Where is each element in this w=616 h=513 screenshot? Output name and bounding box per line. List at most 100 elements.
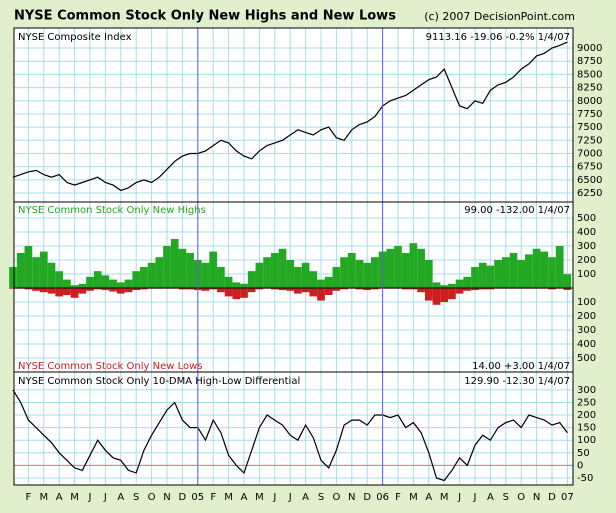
bar bbox=[147, 262, 156, 288]
y-tick-label: 9000 bbox=[577, 43, 602, 54]
bar bbox=[47, 288, 56, 294]
bar bbox=[417, 248, 425, 288]
bar bbox=[255, 288, 264, 290]
bar bbox=[294, 288, 302, 294]
copyright: (c) 2007 DecisionPoint.com bbox=[424, 10, 575, 23]
bar bbox=[109, 279, 117, 288]
bar bbox=[63, 288, 71, 295]
bar bbox=[440, 285, 449, 288]
panel-label: NYSE Composite Index bbox=[18, 32, 132, 43]
bar bbox=[563, 288, 572, 290]
y-tick-label: 100 bbox=[577, 297, 596, 308]
x-tick-label: A bbox=[241, 492, 248, 503]
bar bbox=[501, 257, 510, 288]
x-tick-label: O bbox=[332, 492, 340, 503]
x-tick-label: J bbox=[88, 492, 92, 503]
bar bbox=[93, 271, 102, 288]
x-tick-label: J bbox=[272, 492, 276, 503]
x-tick-label: N bbox=[348, 492, 355, 503]
bar bbox=[224, 276, 233, 288]
y-tick-label: -50 bbox=[577, 473, 593, 484]
bar bbox=[440, 288, 449, 302]
y-tick-label: 400 bbox=[577, 227, 596, 238]
bar bbox=[424, 259, 433, 288]
bar bbox=[424, 288, 433, 301]
bar bbox=[409, 288, 418, 290]
y-tick-label: 8500 bbox=[577, 69, 602, 80]
bar bbox=[324, 288, 333, 295]
x-tick-label: S bbox=[133, 492, 139, 503]
bar bbox=[109, 288, 117, 292]
y-tick-label: 500 bbox=[577, 213, 596, 224]
y-tick-label: 7500 bbox=[577, 122, 602, 133]
bar bbox=[563, 274, 572, 288]
bar bbox=[494, 259, 502, 288]
x-tick-label: J bbox=[473, 492, 477, 503]
bar bbox=[309, 288, 318, 297]
bar bbox=[116, 282, 125, 288]
bar bbox=[478, 262, 487, 288]
bar bbox=[55, 288, 64, 297]
bar bbox=[532, 248, 541, 288]
bar bbox=[255, 262, 264, 288]
bar bbox=[178, 288, 187, 290]
bar bbox=[240, 288, 248, 298]
bar bbox=[278, 248, 287, 288]
x-tick-label: J bbox=[103, 492, 107, 503]
panel-readout: 9113.16 -19.06 -0.2% 1/4/07 bbox=[426, 32, 570, 43]
bar bbox=[32, 257, 40, 288]
bar bbox=[24, 245, 33, 288]
marks bbox=[9, 27, 574, 486]
bar bbox=[417, 288, 425, 293]
bar bbox=[101, 275, 110, 288]
y-tick-label: 7250 bbox=[577, 135, 602, 146]
x-tick-label: F bbox=[395, 492, 401, 503]
bar bbox=[332, 288, 341, 291]
bar bbox=[448, 283, 456, 288]
y-tick-label: 300 bbox=[577, 385, 596, 396]
y-tick-label: 200 bbox=[577, 311, 596, 322]
x-tick-label: A bbox=[487, 492, 494, 503]
bar bbox=[247, 271, 256, 288]
y-tick-label: 0 bbox=[577, 460, 583, 471]
x-tick-label: M bbox=[409, 492, 418, 503]
x-tick-label: J bbox=[457, 492, 461, 503]
line bbox=[12, 41, 568, 192]
x-tick-label: N bbox=[163, 492, 170, 503]
bar bbox=[124, 288, 133, 293]
bar bbox=[548, 257, 556, 288]
bar bbox=[286, 288, 295, 291]
bar bbox=[340, 257, 348, 288]
bar bbox=[455, 288, 464, 294]
bar bbox=[371, 257, 379, 288]
bar bbox=[301, 262, 310, 288]
x-tick-label: D bbox=[363, 492, 371, 503]
bar bbox=[240, 283, 248, 288]
bar bbox=[555, 245, 564, 288]
bar bbox=[86, 288, 94, 291]
bar bbox=[86, 276, 94, 288]
bar bbox=[540, 251, 549, 288]
bar bbox=[209, 288, 218, 290]
bar bbox=[32, 288, 40, 291]
x-tick-label: A bbox=[117, 492, 124, 503]
bar bbox=[140, 266, 148, 288]
x-tick-label: A bbox=[56, 492, 63, 503]
bar bbox=[517, 259, 526, 288]
y-tick-label: 100 bbox=[577, 269, 596, 280]
bar bbox=[132, 271, 141, 288]
bar bbox=[270, 252, 279, 288]
bar bbox=[93, 288, 102, 290]
x-tick-label: O bbox=[148, 492, 156, 503]
bar bbox=[186, 288, 194, 290]
bar bbox=[9, 266, 17, 288]
bar bbox=[155, 257, 164, 288]
labels: F M A M J J A S O N D 05 F M A M J J A S O N D 06 F M A M J J A S O N D 076… bbox=[18, 32, 602, 503]
bar bbox=[486, 265, 495, 288]
y-tick-label: 300 bbox=[577, 325, 596, 336]
y-tick-label: 7000 bbox=[577, 148, 602, 159]
x-tick-label: M bbox=[39, 492, 48, 503]
bar bbox=[478, 288, 487, 290]
x-tick-label: S bbox=[503, 492, 509, 503]
